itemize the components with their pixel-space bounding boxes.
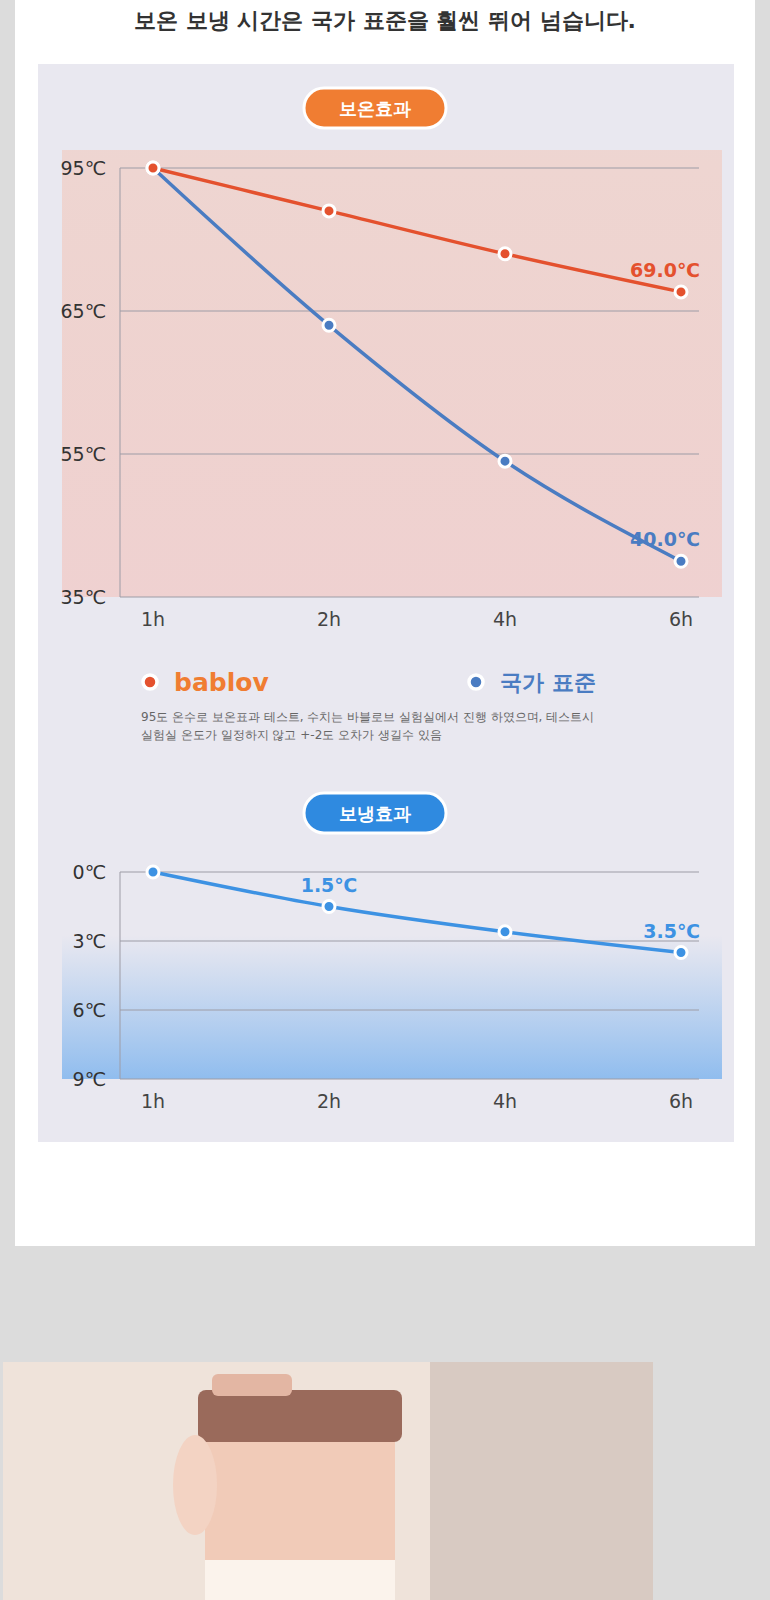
plot-marks [147, 866, 687, 959]
title-pill: 보냉효과 [304, 793, 446, 833]
data-label: 69.0℃ [630, 259, 700, 281]
y-tick-label: 3℃ [73, 930, 106, 952]
cup-body [205, 1430, 395, 1600]
grid-line [120, 872, 699, 873]
y-tick-label: 55℃ [60, 443, 106, 465]
grid-line [120, 1010, 699, 1011]
point [323, 205, 335, 217]
header-title: 보온 보냉 시간은 국가 표준을 훨씬 뛰어 넘습니다. [134, 8, 636, 33]
point [499, 248, 511, 260]
y-tick-label: 9℃ [73, 1068, 106, 1090]
hand [173, 1435, 217, 1535]
point [499, 926, 511, 938]
photo-background [3, 1362, 653, 1600]
product-photo [3, 1362, 653, 1600]
data-label: 1.5℃ [301, 874, 358, 896]
x-tick-label: 1h [141, 608, 165, 630]
note: 실험실 온도가 일정하지 않고 +-2도 오차가 생길수 있음 [141, 728, 442, 742]
y-tick-label: 35℃ [60, 586, 106, 608]
legend-marker [469, 675, 483, 689]
plot-tint [62, 150, 722, 597]
page-background [0, 0, 770, 1600]
note: 95도 온수로 보온표과 테스트, 수치는 바블로브 실험실에서 진행 하였으며… [141, 710, 594, 724]
cup-cap [212, 1374, 292, 1396]
x-tick-label: 2h [317, 1090, 341, 1112]
plot-marks [147, 162, 687, 567]
chart-title: 보냉효과 [339, 803, 411, 824]
grid-line [120, 1079, 699, 1080]
series-line [153, 168, 681, 561]
x-axis: 1h 2h 4h 6h [141, 608, 693, 630]
chart-title: 보온효과 [339, 98, 411, 119]
x-tick-label: 1h [141, 1090, 165, 1112]
point [147, 866, 159, 878]
chart-background [38, 64, 734, 1142]
y-tick-label: 95℃ [60, 157, 106, 179]
grid-line [120, 454, 699, 455]
data-label: 40.0℃ [630, 528, 700, 550]
y-tick-label: 65℃ [60, 300, 106, 322]
data-labels: 69.0℃ 40.0℃ [630, 259, 700, 550]
point [323, 901, 335, 913]
y-axis: 35℃ 55℃ 65℃ 95℃ [60, 157, 699, 608]
x-tick-label: 6h [669, 1090, 693, 1112]
x-tick-label: 6h [669, 608, 693, 630]
chart: 보냉효과 9℃ 6℃ 3℃ 0℃ 1h 2h 4h 6h 1.5℃ 3.5℃ [62, 793, 722, 1112]
data-label: 3.5℃ [643, 920, 700, 942]
y-tick-label: 6℃ [73, 999, 106, 1021]
y-tick-label: 0℃ [73, 861, 106, 883]
legend: bablov 국가 표준 [143, 668, 596, 697]
data-labels: 1.5℃ 3.5℃ [301, 874, 700, 942]
y-axis-line [120, 168, 121, 597]
page: 보온 보냉 시간은 국가 표준을 훨씬 뛰어 넘습니다. 보온효과 35℃ 55℃ 65… [0, 0, 770, 1600]
legend-label: bablov [174, 668, 269, 697]
title-background [304, 793, 446, 833]
y-axis: 9℃ 6℃ 3℃ 0℃ [73, 861, 699, 1090]
x-tick-label: 4h [493, 608, 517, 630]
y-axis-line [120, 872, 121, 1079]
x-tick-label: 4h [493, 1090, 517, 1112]
point [147, 162, 159, 174]
point [675, 947, 687, 959]
plot-tint [62, 935, 722, 1079]
series-line [153, 872, 681, 953]
point [147, 162, 159, 174]
grid-line [120, 168, 699, 169]
legend-marker [143, 675, 157, 689]
legend-label: 국가 표준 [500, 670, 596, 695]
point [675, 286, 687, 298]
x-axis: 1h 2h 4h 6h [141, 1090, 693, 1112]
x-tick-label: 2h [317, 608, 341, 630]
point [499, 455, 511, 467]
panel [15, 0, 755, 1246]
chart: 보온효과 35℃ 55℃ 65℃ 95℃ 1h 2h 4h 6h 69.0℃ 40.0℃ bablov… [60, 88, 722, 742]
cup-band [205, 1560, 395, 1600]
sweater [430, 1362, 653, 1600]
point [323, 319, 335, 331]
title-pill: 보온효과 [304, 88, 446, 128]
grid-line [120, 311, 699, 312]
series-line [153, 168, 681, 292]
grid-line [120, 597, 699, 598]
point [675, 555, 687, 567]
title-background [304, 88, 446, 128]
grid-line [120, 941, 699, 942]
cup-lid [198, 1390, 402, 1442]
